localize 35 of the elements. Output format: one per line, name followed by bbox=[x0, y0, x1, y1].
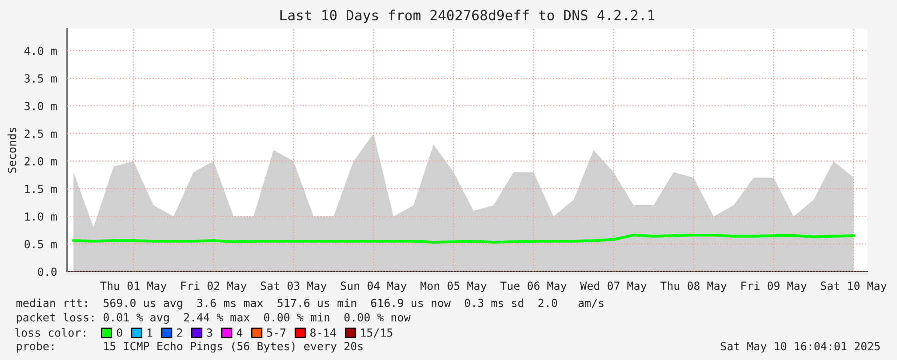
x-tick-label: Sun 04 May bbox=[341, 282, 407, 292]
legend-title: loss color: bbox=[15, 328, 86, 338]
y-tick-label: 0.0 bbox=[38, 268, 57, 276]
y-tick-label: 1.5 m bbox=[25, 185, 58, 194]
y-tick-label: 3.0 m bbox=[24, 102, 58, 111]
x-tick-label: Wed 07 May bbox=[580, 282, 647, 292]
x-tick-label: Tue 06 May bbox=[500, 282, 567, 292]
x-tick-label: Thu 01 May bbox=[100, 282, 167, 292]
x-tick-label: Fri 09 May bbox=[742, 282, 807, 292]
x-tick-label: Sat 10 May bbox=[821, 282, 887, 292]
chart-title: Last 10 Days from 2402768d9eff to DNS 4.2.2.1 bbox=[280, 10, 655, 24]
y-tick-label: 3.5 m bbox=[24, 74, 58, 83]
legend-label: 3 bbox=[207, 328, 212, 338]
text: packet loss: 0.01 % avg 2.44 % max 0.00 % min 0.00 % now bbox=[17, 313, 411, 324]
legend-label: 2 bbox=[177, 328, 182, 337]
y-tick-label: 0.5 m bbox=[24, 240, 58, 249]
legend-label: 1 bbox=[148, 328, 152, 337]
x-tick-label: Mon 05 May bbox=[420, 282, 487, 292]
x-tick-label: Sat 03 May bbox=[261, 282, 327, 292]
line-series bbox=[72, 234, 856, 244]
x-tick-label: Fri 02 May bbox=[182, 282, 247, 292]
text: Sat May 10 16:04:01 2025 bbox=[721, 342, 880, 353]
legend-label: 4 bbox=[237, 328, 243, 337]
legend-label: 5-7 bbox=[267, 328, 286, 338]
y-tick-label: 2.0 m bbox=[24, 157, 58, 166]
legend-label: 8-14 bbox=[310, 328, 336, 338]
legend-label: 0 bbox=[117, 328, 122, 338]
text: median rtt: 569.0 us avg 3.6 ms max 517.6 us min 616.9 us now 0.3 ms sd 2.0 am/s bbox=[16, 298, 604, 310]
y-tick-label: 2.5 m bbox=[24, 130, 58, 138]
text: probe: 15 ICMP Echo Pings (56 Bytes) every 20s bbox=[17, 342, 363, 353]
x-tick-label: Thu 08 May bbox=[660, 282, 727, 292]
y-axis-title: Seconds bbox=[8, 128, 16, 173]
y-tick-label: 1.0 m bbox=[25, 212, 58, 221]
y-tick-label: 4.0 m bbox=[24, 46, 58, 56]
legend-label: 15/15 bbox=[361, 328, 393, 338]
